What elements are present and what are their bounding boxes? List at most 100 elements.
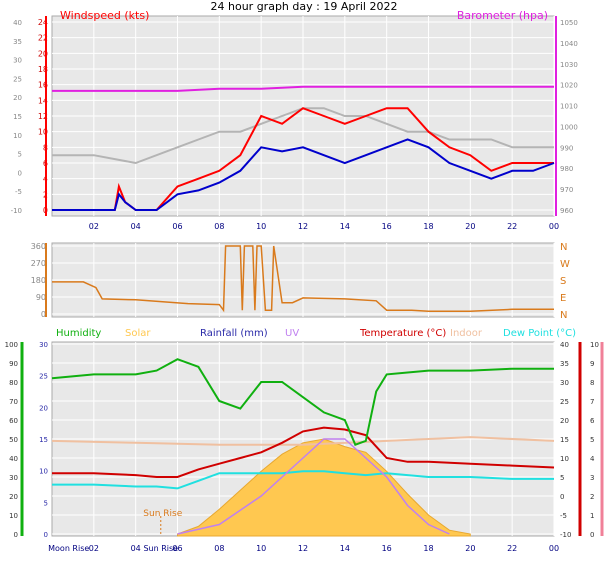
y-tick-label-wind: 10	[38, 128, 48, 137]
sun-rise-annotation: Sun Rise	[143, 509, 182, 519]
y-tick-label-uv: 1	[590, 512, 594, 520]
y-tick-label-temperature: -10	[560, 531, 571, 539]
y-tick-label-rainfall: 10	[39, 468, 48, 476]
x-tick-label: 02	[89, 222, 99, 231]
x-tick-label: 22	[507, 544, 517, 553]
y-tick-label-compass: E	[560, 293, 566, 304]
legend-item: Dew Point (°C)	[503, 328, 576, 339]
y-tick-label-humidity: 90	[9, 360, 18, 368]
y-tick-label-humidity: 60	[9, 417, 18, 425]
y-tick-label-outer: -10	[11, 207, 22, 215]
y-tick-label-humidity: 80	[9, 379, 18, 387]
y-tick-label-temperature: 10	[560, 455, 569, 463]
y-tick-label-barometer: 1020	[560, 82, 578, 90]
y-tick-label-barometer: 1000	[560, 123, 578, 131]
climate-axes: 1009080706050403020100302520151050403530…	[5, 328, 604, 553]
x-tick-label: 04	[131, 222, 141, 231]
y-tick-label-humidity: 10	[9, 512, 18, 520]
y-tick-label-outer: -5	[15, 188, 22, 196]
legend-item: Rainfall (mm)	[200, 328, 268, 339]
y-tick-label-humidity: 50	[9, 436, 18, 444]
y-tick-label-outer: 10	[13, 132, 22, 140]
y-tick-label-uv: 7	[590, 398, 594, 406]
y-tick-label-outer: 15	[13, 113, 22, 121]
y-tick-label-rainfall: 0	[44, 531, 48, 539]
x-tick-label: 12	[298, 544, 308, 553]
legend-item: Solar	[125, 328, 151, 339]
x-tick-label: 00	[549, 544, 559, 553]
x-tick-label: 12	[298, 222, 308, 231]
series-wind-direction-line	[52, 245, 554, 313]
x-tick-label: 10	[256, 544, 266, 553]
y-tick-label-outer: 30	[13, 57, 22, 65]
y-tick-label-wind: 22	[38, 34, 48, 43]
y-tick-label-barometer: 1030	[560, 61, 578, 69]
y-tick-label-uv: 6	[590, 417, 595, 425]
y-tick-label-outer: 25	[13, 75, 22, 83]
y-tick-label-direction: 270	[31, 259, 46, 268]
y-tick-label-uv: 9	[590, 360, 594, 368]
y-tick-label-humidity: 20	[9, 493, 18, 501]
series-humidity-line	[51, 358, 554, 446]
y-tick-label-humidity: 30	[9, 474, 18, 482]
y-tick-label-temperature: 0	[560, 493, 564, 501]
y-tick-label-compass: N	[560, 242, 567, 253]
y-tick-label-barometer: 1010	[560, 103, 578, 111]
legend-item: Temperature (°C)	[359, 328, 446, 339]
y-tick-label-temperature: 35	[560, 360, 569, 368]
y-tick-label-uv: 3	[590, 474, 594, 482]
x-tick-label: 08	[214, 222, 224, 231]
wind-series-layer	[52, 85, 555, 211]
x-tick-label: 00	[549, 222, 559, 231]
y-axis-label-left: Windspeed (kts)	[60, 9, 149, 22]
y-tick-label-outer: 40	[13, 19, 22, 27]
y-tick-label-barometer: 1050	[560, 19, 578, 27]
direction-grid	[52, 243, 555, 317]
series-wind-gust-grey-line	[52, 107, 554, 165]
legend-item: UV	[285, 328, 299, 339]
y-tick-label-wind: 16	[38, 81, 48, 90]
series-dew-point-line	[52, 470, 554, 490]
y-tick-label-compass: S	[560, 276, 566, 287]
series-wind-average-line	[52, 138, 555, 211]
x-tick-label: 14	[340, 544, 350, 553]
x-tick-label: 18	[423, 544, 433, 553]
x-tick-label: 20	[465, 544, 475, 553]
y-tick-label-humidity: 40	[9, 455, 18, 463]
y-tick-label-barometer: 970	[560, 186, 573, 194]
x-tick-label: 06	[172, 544, 182, 553]
y-tick-label-temperature: -5	[560, 512, 567, 520]
y-tick-label-wind: 14	[38, 96, 48, 105]
y-tick-label-barometer: 960	[560, 207, 573, 215]
y-tick-label-temperature: 40	[560, 341, 569, 349]
x-tick-label: 16	[382, 544, 392, 553]
y-tick-label-rainfall: 15	[39, 436, 48, 444]
y-tick-label-rainfall: 25	[39, 373, 48, 381]
y-tick-label-rainfall: 20	[39, 404, 48, 412]
y-tick-label-direction: 360	[31, 242, 46, 251]
y-tick-label-direction: 90	[36, 293, 46, 302]
climate-series-layer	[51, 358, 555, 537]
y-tick-label-compass: N	[560, 310, 567, 321]
y-tick-label-temperature: 15	[560, 436, 569, 444]
series-uv-line	[177, 438, 450, 535]
x-tick-label: 06	[172, 222, 182, 231]
y-tick-label-outer: 35	[13, 38, 22, 46]
y-axis-label-right: Barometer (hpa)	[457, 9, 548, 22]
y-tick-label-uv: 10	[590, 341, 599, 349]
y-tick-label-barometer: 990	[560, 144, 573, 152]
x-tick-label: Sun Rise	[143, 544, 178, 553]
legend-item: Humidity	[56, 328, 101, 339]
y-tick-label-temperature: 25	[560, 398, 569, 406]
x-tick-label: 16	[382, 222, 392, 231]
y-tick-label-rainfall: 30	[39, 341, 48, 349]
x-tick-label: 02	[89, 544, 99, 553]
y-tick-label-uv: 2	[590, 493, 594, 501]
direction-series-layer	[52, 245, 554, 313]
x-tick-label: 14	[340, 222, 350, 231]
y-tick-label-outer: 5	[18, 151, 22, 159]
y-tick-label-wind: 20	[38, 49, 48, 58]
